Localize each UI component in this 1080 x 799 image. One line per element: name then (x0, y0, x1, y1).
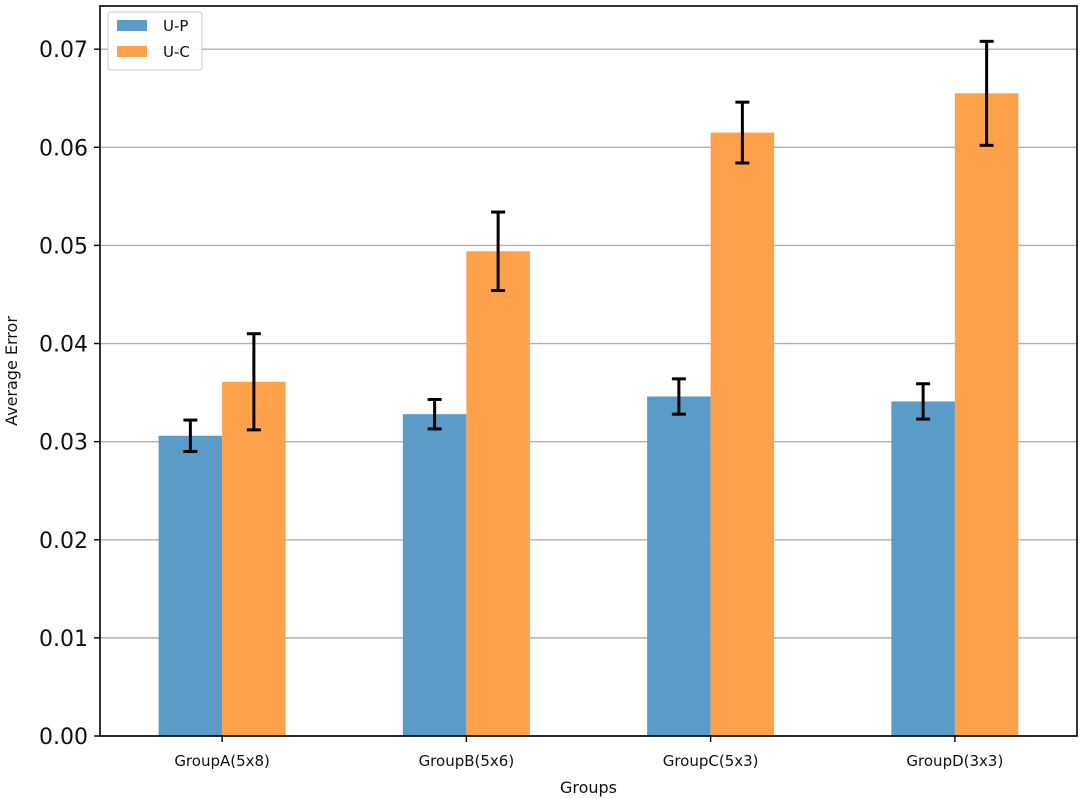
legend-label: U-P (163, 17, 188, 35)
bar-u-p-1 (158, 435, 223, 736)
plot-area-frame (99, 5, 1078, 737)
x-axis-ticks: GroupA(5x8) GroupB(5x6) GroupC(5x3) GroupD(… (174, 736, 1003, 770)
y-tick-label: 0.04 (39, 333, 88, 358)
bar-u-p-4 (891, 401, 955, 736)
y-tick-label: 0.05 (39, 234, 88, 259)
y-tick-label: 0.00 (39, 725, 88, 750)
legend-swatch (117, 20, 147, 31)
bar-u-p-3 (647, 396, 711, 736)
error-bar (491, 210, 506, 293)
bar-u-c-2 (466, 251, 530, 736)
y-axis-label: Average Error (2, 316, 21, 426)
bar-u-c-3 (710, 132, 775, 737)
x-tick-label: GroupD(3x3) (906, 752, 1003, 770)
y-axis-ticks: 0.00 0.01 0.02 0.03 0.04 0.05 0.06 0.07 (39, 38, 100, 750)
bars (158, 93, 1019, 737)
y-tick-label: 0.07 (39, 38, 88, 63)
y-tick-label: 0.03 (39, 431, 88, 456)
x-axis-label: Groups (560, 778, 617, 797)
error-bar (427, 397, 442, 431)
y-tick-label: 0.02 (39, 529, 88, 554)
x-tick-label: GroupA(5x8) (174, 752, 270, 770)
y-tick-label: 0.06 (39, 136, 88, 161)
error-bar (671, 377, 686, 416)
legend: U-P U-C (107, 11, 203, 71)
legend-label: U-C (163, 43, 190, 61)
bar-u-c-4 (954, 93, 1019, 737)
bar-u-c-1 (222, 381, 286, 736)
error-bar (183, 418, 198, 453)
legend-swatch (117, 46, 147, 57)
error-bars (183, 39, 994, 453)
y-tick-label: 0.01 (39, 627, 88, 652)
error-bar (735, 100, 750, 165)
x-tick-label: GroupB(5x6) (419, 752, 515, 770)
x-tick-label: GroupC(5x3) (663, 752, 759, 770)
error-bar (979, 39, 994, 147)
error-bar (246, 332, 261, 432)
bar-u-p-2 (402, 414, 467, 736)
error-bar (916, 382, 931, 421)
